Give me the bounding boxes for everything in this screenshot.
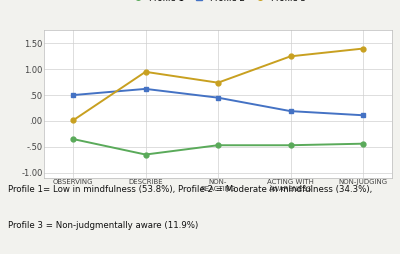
- Profile 3: [143, 70, 148, 73]
- Profile 2: [216, 96, 220, 99]
- Profile 1: [361, 142, 366, 145]
- Profile 2: [361, 114, 366, 117]
- Line: Profile 2: Profile 2: [70, 86, 366, 118]
- Line: Profile 1: Profile 1: [70, 137, 366, 157]
- Line: Profile 3: Profile 3: [70, 46, 366, 123]
- Profile 3: [288, 55, 293, 58]
- Profile 3: [70, 119, 75, 122]
- Text: Profile 1= Low in mindfulness (53.8%), Profile 2 = Moderate in mindfulness (34.3: Profile 1= Low in mindfulness (53.8%), P…: [8, 185, 372, 194]
- Profile 1: [70, 137, 75, 140]
- Profile 1: [288, 144, 293, 147]
- Profile 2: [288, 109, 293, 113]
- Legend: Profile 1, Profile 2, Profile 3: Profile 1, Profile 2, Profile 3: [130, 0, 306, 3]
- Profile 3: [361, 47, 366, 50]
- Profile 1: [143, 153, 148, 156]
- Profile 1: [216, 144, 220, 147]
- Profile 2: [70, 93, 75, 97]
- Profile 2: [143, 87, 148, 90]
- Text: Profile 3 = Non-judgmentally aware (11.9%): Profile 3 = Non-judgmentally aware (11.9…: [8, 221, 198, 230]
- Profile 3: [216, 81, 220, 84]
